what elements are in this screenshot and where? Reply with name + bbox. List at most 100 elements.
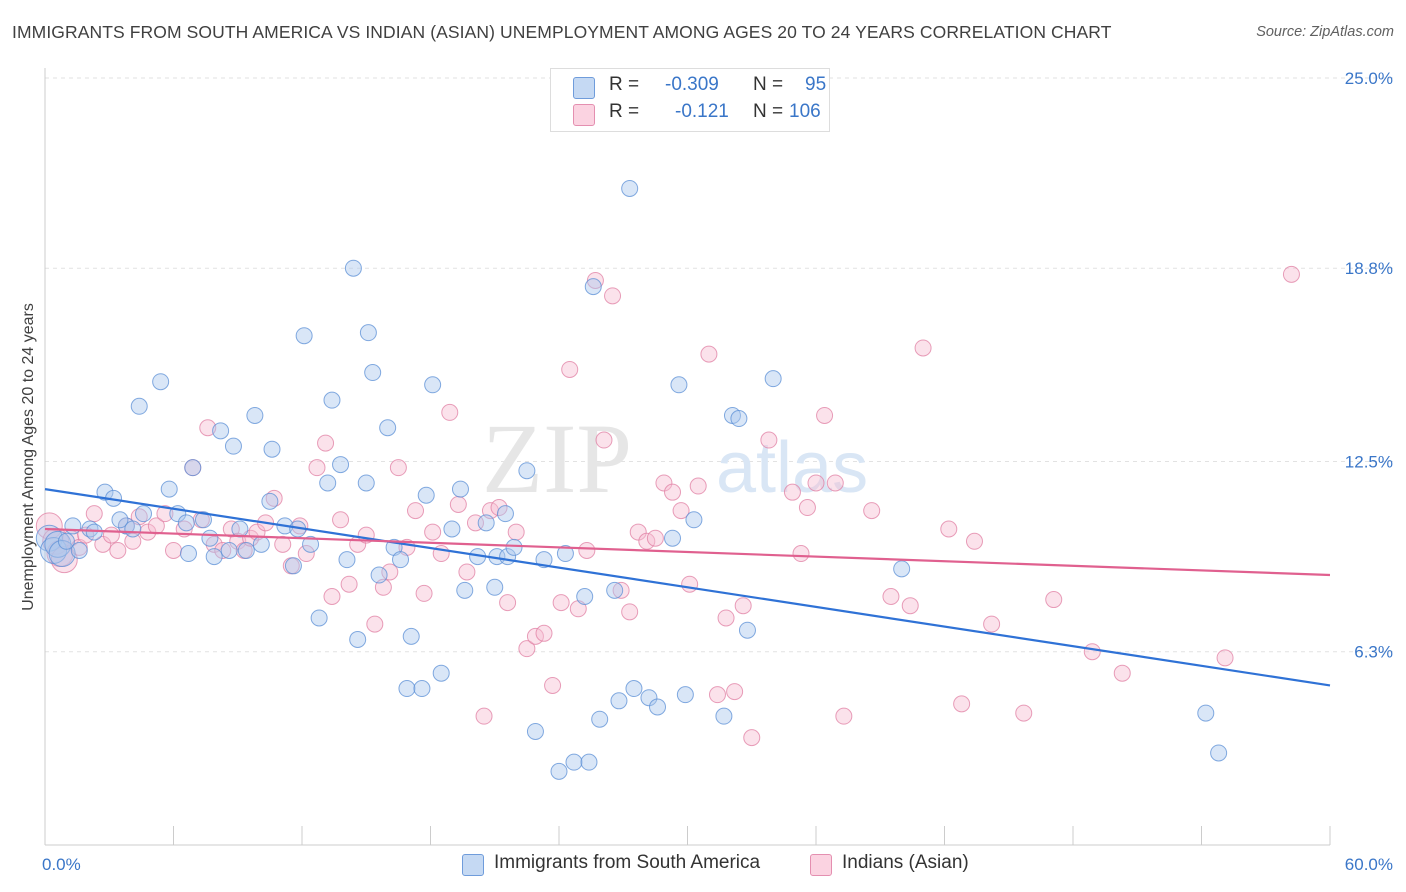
south-america-point	[556, 545, 574, 563]
indians-asian-point	[415, 584, 433, 602]
legend-swatch-blue	[573, 77, 595, 99]
south-america-point	[284, 557, 302, 575]
south-america-point	[764, 370, 782, 388]
indians-asian-point	[490, 499, 508, 517]
legend-n-label: N =	[753, 101, 784, 122]
south-america-point	[649, 698, 667, 716]
indians-asian-point	[109, 541, 127, 559]
south-america-point	[550, 762, 568, 780]
south-america-point	[580, 753, 598, 771]
indians-asian-point	[94, 535, 112, 553]
indians-asian-point	[1113, 664, 1131, 682]
indians-asian-point	[798, 499, 816, 517]
legend-n-label: N =	[753, 74, 784, 95]
south-america-point	[451, 480, 469, 498]
indians-asian-point	[407, 502, 425, 520]
trend-line-indians-asian	[44, 527, 1331, 577]
south-america-point	[606, 581, 624, 599]
legend-r-value: -0.309	[665, 74, 719, 95]
indians-asian-point	[953, 695, 971, 713]
indians-asian-point	[816, 406, 834, 424]
south-america-point	[177, 514, 195, 532]
south-america-point	[205, 548, 223, 566]
south-america-point	[357, 474, 375, 492]
south-america-point	[263, 440, 281, 458]
south-america-point	[625, 680, 643, 698]
axes	[44, 68, 1331, 846]
indians-asian-point	[664, 483, 682, 501]
indians-asian-point	[612, 581, 630, 599]
south-america-point	[310, 609, 328, 627]
x-tick-label: 0.0%	[42, 855, 81, 874]
legend-n-value: 95	[805, 74, 827, 95]
indians-asian-point	[205, 535, 223, 553]
south-america-point	[565, 753, 583, 771]
indians-asian-point	[734, 597, 752, 615]
bottom-legend-label: Immigrants from South America	[494, 852, 761, 873]
south-america-point	[417, 486, 435, 504]
y-tick-label: 18.8%	[1345, 259, 1393, 278]
south-america-point	[212, 422, 230, 440]
legend-r-value: -0.121	[675, 101, 729, 122]
indians-asian-point	[441, 403, 459, 421]
south-america-point	[332, 456, 350, 474]
tick-labels: 6.3% 12.5% 18.8% 25.0% 0.0% 60.0%	[42, 69, 1393, 874]
watermark-atlas: atlas	[716, 428, 868, 508]
indians-asian-point	[507, 523, 525, 541]
indians-asian-point	[274, 535, 292, 553]
indians-asian-point	[783, 483, 801, 501]
south-america-point	[685, 511, 703, 529]
south-america-point	[1197, 704, 1215, 722]
indians-asian-point	[1045, 591, 1063, 609]
watermark: ZIP atlas	[482, 403, 868, 514]
indians-asian-point	[914, 339, 932, 357]
indians-asian-point	[332, 511, 350, 529]
south-america-point	[893, 560, 911, 578]
correlation-legend: R = -0.309 N = 95 R = -0.121 N = 106	[550, 68, 830, 132]
indians-asian-point	[983, 615, 1001, 633]
indians-asian-point	[578, 541, 596, 559]
indians-asian-point	[214, 541, 232, 559]
indians-asian-point	[323, 587, 341, 605]
chart-title: IMMIGRANTS FROM SOUTH AMERICA VS INDIAN …	[12, 22, 1112, 42]
south-america-point	[252, 535, 270, 553]
south-america-point	[302, 535, 320, 553]
south-america-point	[392, 551, 410, 569]
bottom-legend-swatch-pink	[810, 854, 832, 876]
legend-n-value: 106	[789, 101, 821, 122]
south-america-point	[576, 587, 594, 605]
indians-asian-point	[1083, 643, 1101, 661]
south-america-point	[349, 630, 367, 648]
bottom-legend-swatch-blue	[462, 854, 484, 876]
south-america-point	[64, 517, 82, 535]
indians-asian-point	[901, 597, 919, 615]
south-america-point	[664, 529, 682, 547]
south-america-point	[738, 621, 756, 639]
south-america-point	[398, 680, 416, 698]
legend-swatch-pink	[573, 104, 595, 126]
south-america-point	[477, 514, 495, 532]
south-america-point	[715, 707, 733, 725]
indians-asian-point	[102, 526, 120, 544]
indians-asian-point	[621, 603, 639, 621]
indians-asian-point	[807, 474, 825, 492]
y-tick-label: 25.0%	[1345, 69, 1393, 88]
south-america-point	[135, 505, 153, 523]
south-america-point	[338, 551, 356, 569]
indians-asian-point	[366, 615, 384, 633]
indians-asian-point	[449, 495, 467, 513]
indians-asian-point	[629, 523, 647, 541]
south-america-point	[246, 406, 264, 424]
south-america-point	[640, 689, 658, 707]
south-america-point	[359, 324, 377, 342]
series-immigrants-south-america	[35, 179, 1228, 780]
bottom-legend-label: Indians (Asian)	[842, 852, 969, 873]
south-america-point	[621, 179, 639, 197]
legend-r-label: R =	[609, 101, 640, 122]
south-america-point	[364, 364, 382, 382]
indians-asian-point	[863, 502, 881, 520]
indians-asian-point	[552, 594, 570, 612]
south-america-point	[57, 532, 75, 550]
south-america-point	[443, 520, 461, 538]
